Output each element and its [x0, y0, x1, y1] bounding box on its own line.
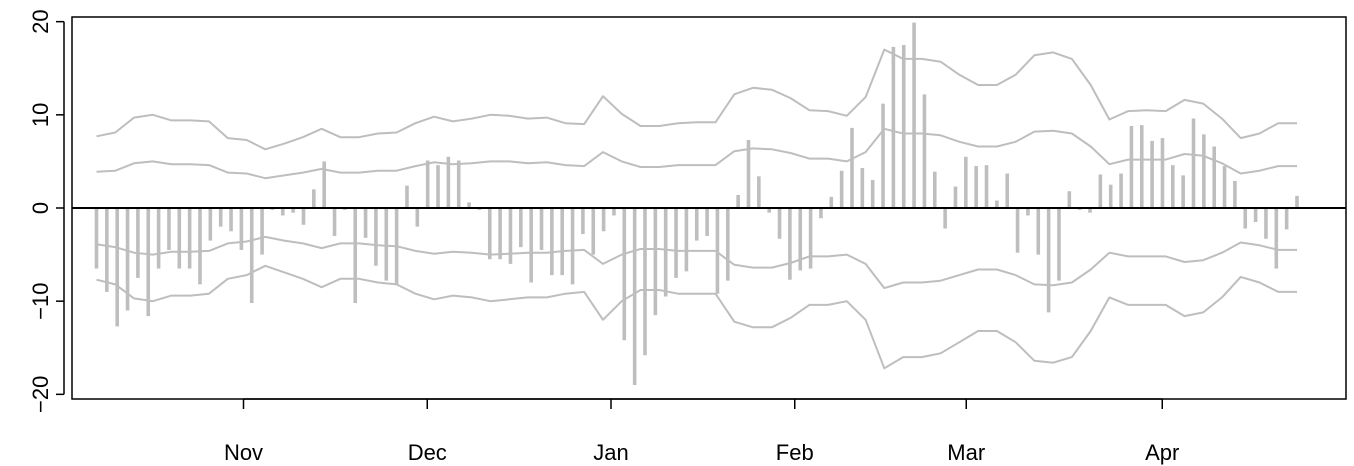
- y-tick: 10: [28, 103, 64, 127]
- y-tick-label: −10: [28, 283, 53, 320]
- band-line: [96, 48, 1297, 151]
- y-tick-label: −20: [28, 376, 53, 413]
- x-tick-label: Nov: [224, 440, 263, 465]
- y-tick-label: 20: [28, 9, 53, 33]
- x-tick: Mar: [947, 399, 985, 465]
- x-tick: Feb: [776, 399, 814, 465]
- x-tick-label: Mar: [947, 440, 985, 465]
- x-axis: Nov Dec Jan Feb Mar Apr: [224, 398, 1179, 465]
- y-tick: 20: [28, 9, 64, 34]
- x-tick: Apr: [1145, 399, 1179, 465]
- x-tick: Dec: [408, 399, 447, 465]
- x-tick-label: Dec: [408, 440, 447, 465]
- y-tick: −20: [28, 376, 64, 413]
- y-tick: 0: [28, 202, 64, 214]
- band-lines: [96, 48, 1297, 370]
- x-tick-label: Apr: [1145, 440, 1179, 465]
- band-line: [96, 264, 1297, 370]
- y-tick-label: 10: [28, 103, 53, 127]
- x-tick: Nov: [224, 399, 263, 465]
- y-axis: −20 −10 0 10 20: [28, 9, 65, 413]
- y-tick-label: 0: [28, 202, 53, 214]
- band-line: [96, 235, 1297, 290]
- bar-series: [94, 22, 1299, 386]
- x-tick: Jan: [593, 399, 629, 465]
- x-tick-label: Jan: [593, 440, 628, 465]
- y-tick: −10: [28, 283, 64, 320]
- x-tick-label: Feb: [776, 440, 814, 465]
- band-line: [96, 127, 1297, 180]
